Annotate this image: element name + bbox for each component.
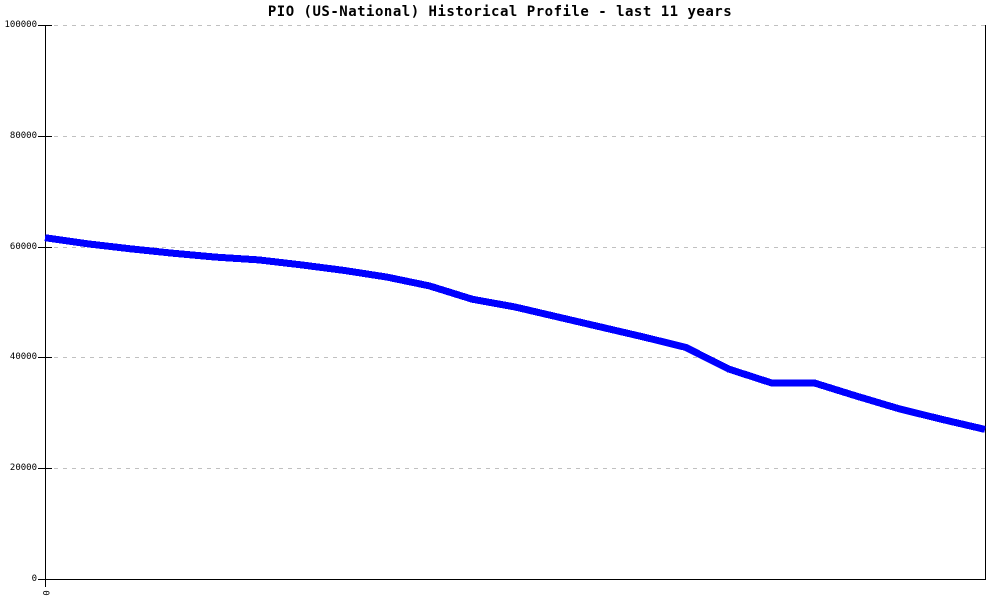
y-tick-label-20000: 20000 <box>9 463 37 473</box>
series-line-0 <box>44 234 986 433</box>
y-tick-label-40000: 40000 <box>9 352 37 362</box>
chart-title: PIO (US-National) Historical Profile - l… <box>267 4 733 20</box>
x-tick-label: 0 <box>40 590 50 596</box>
y-tick-label-0: 0 <box>31 574 37 584</box>
y-tick-label-60000: 60000 <box>9 242 37 252</box>
y-tick-label-80000: 80000 <box>9 131 37 141</box>
y-tick-label-100000: 100000 <box>4 20 37 30</box>
